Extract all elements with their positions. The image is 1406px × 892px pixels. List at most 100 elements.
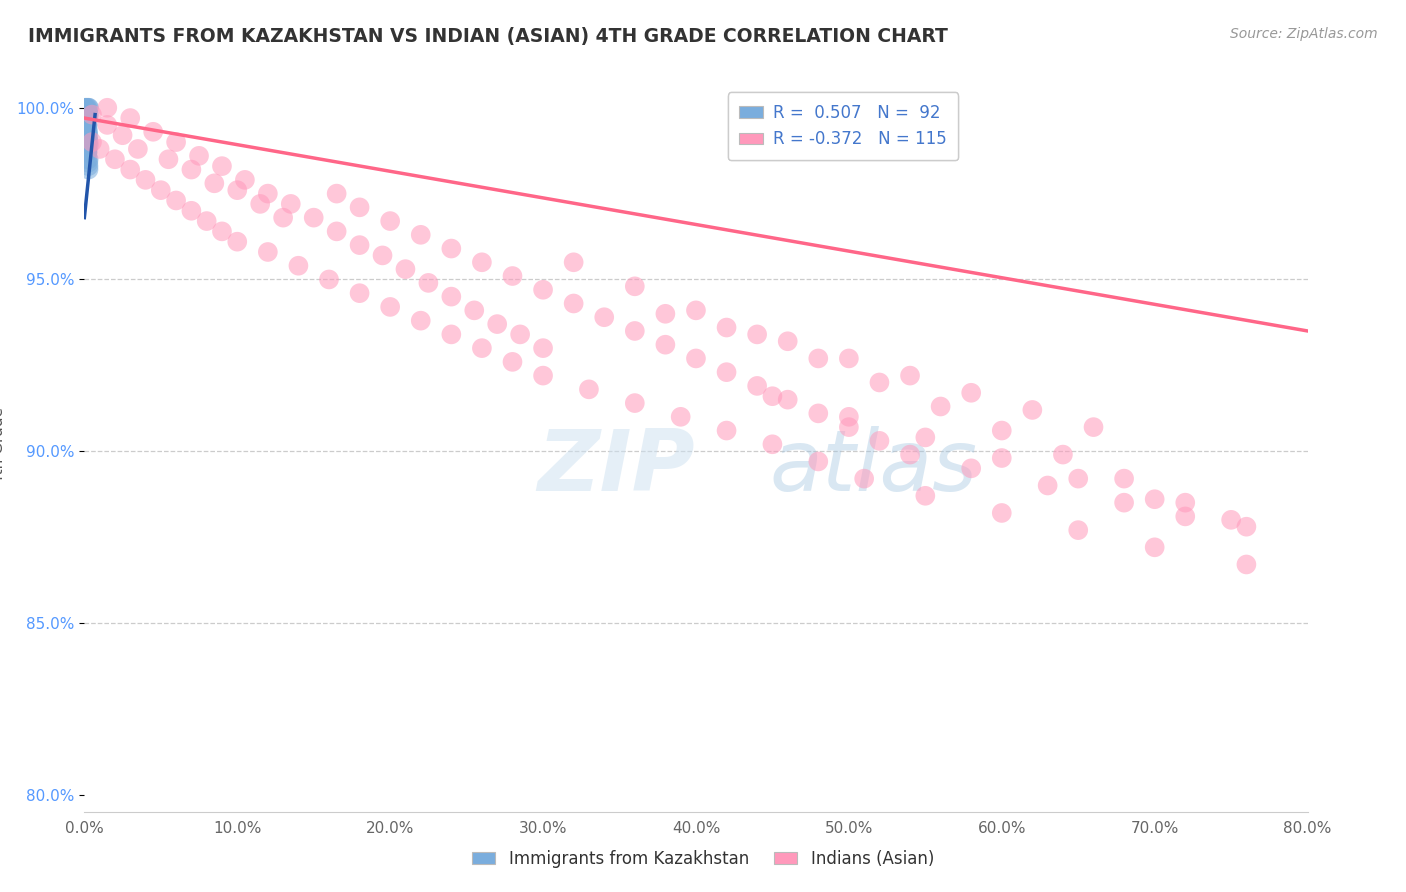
Point xyxy=(929,400,952,414)
Point xyxy=(75,114,97,128)
Point xyxy=(302,211,325,225)
Point xyxy=(96,118,118,132)
Point xyxy=(991,506,1014,520)
Point xyxy=(75,104,97,119)
Point xyxy=(211,159,233,173)
Point xyxy=(75,121,97,136)
Point xyxy=(226,235,249,249)
Point xyxy=(578,382,600,396)
Point xyxy=(669,409,692,424)
Point xyxy=(77,153,100,167)
Point xyxy=(77,101,100,115)
Point xyxy=(75,107,97,121)
Point xyxy=(75,114,97,128)
Point xyxy=(75,107,97,121)
Point xyxy=(80,107,103,121)
Point xyxy=(75,104,97,119)
Point xyxy=(75,111,97,125)
Legend: R =  0.507   N =  92, R = -0.372   N = 115: R = 0.507 N = 92, R = -0.372 N = 115 xyxy=(727,92,957,160)
Point xyxy=(76,101,98,115)
Point xyxy=(960,385,983,400)
Point xyxy=(75,118,97,132)
Point xyxy=(531,368,554,383)
Point xyxy=(76,135,98,149)
Point xyxy=(76,118,98,132)
Point xyxy=(271,211,294,225)
Point xyxy=(807,351,830,366)
Point xyxy=(960,461,983,475)
Point xyxy=(914,430,936,444)
Point xyxy=(75,114,97,128)
Text: Source: ZipAtlas.com: Source: ZipAtlas.com xyxy=(1230,27,1378,41)
Point xyxy=(509,327,531,342)
Point xyxy=(838,351,860,366)
Point xyxy=(440,290,463,304)
Point xyxy=(76,125,98,139)
Point xyxy=(654,307,676,321)
Point xyxy=(776,334,799,349)
Point xyxy=(807,406,830,420)
Point xyxy=(440,327,463,342)
Point xyxy=(75,125,97,139)
Point xyxy=(76,128,98,143)
Point xyxy=(89,142,111,156)
Point xyxy=(593,310,616,325)
Point xyxy=(380,300,402,314)
Point xyxy=(76,145,98,160)
Point xyxy=(624,396,647,410)
Point xyxy=(76,118,98,132)
Point xyxy=(180,203,202,218)
Point xyxy=(75,114,97,128)
Point xyxy=(76,153,98,167)
Point xyxy=(77,125,100,139)
Point xyxy=(76,111,98,125)
Point xyxy=(75,118,97,132)
Point xyxy=(1114,496,1136,510)
Point xyxy=(75,114,97,128)
Point xyxy=(716,365,738,379)
Point xyxy=(75,121,97,136)
Point xyxy=(1143,541,1166,555)
Point xyxy=(75,118,97,132)
Point xyxy=(157,153,180,167)
Point xyxy=(111,128,134,143)
Point xyxy=(463,303,485,318)
Point xyxy=(75,104,97,119)
Point xyxy=(76,131,98,145)
Point xyxy=(75,125,97,139)
Point xyxy=(75,104,97,119)
Point xyxy=(75,107,97,121)
Point xyxy=(838,409,860,424)
Point xyxy=(75,138,97,153)
Point xyxy=(869,434,891,448)
Point xyxy=(76,104,98,119)
Point xyxy=(76,145,98,160)
Point xyxy=(75,107,97,121)
Point xyxy=(104,153,127,167)
Point xyxy=(75,111,97,125)
Point xyxy=(75,121,97,136)
Point xyxy=(349,238,371,252)
Point xyxy=(96,101,118,115)
Point xyxy=(1143,492,1166,507)
Point xyxy=(75,107,97,121)
Point xyxy=(471,255,494,269)
Point xyxy=(898,368,921,383)
Point xyxy=(869,376,891,390)
Point xyxy=(76,121,98,136)
Point xyxy=(76,128,98,143)
Point xyxy=(76,114,98,128)
Point xyxy=(75,135,97,149)
Point xyxy=(325,186,347,201)
Legend: Immigrants from Kazakhstan, Indians (Asian): Immigrants from Kazakhstan, Indians (Asi… xyxy=(465,844,941,875)
Point xyxy=(853,472,876,486)
Point xyxy=(75,111,97,125)
Point xyxy=(776,392,799,407)
Point xyxy=(75,104,97,119)
Point xyxy=(486,317,509,331)
Point xyxy=(76,131,98,145)
Point xyxy=(502,268,524,283)
Point xyxy=(77,159,100,173)
Point xyxy=(418,276,440,290)
Text: atlas: atlas xyxy=(769,426,977,509)
